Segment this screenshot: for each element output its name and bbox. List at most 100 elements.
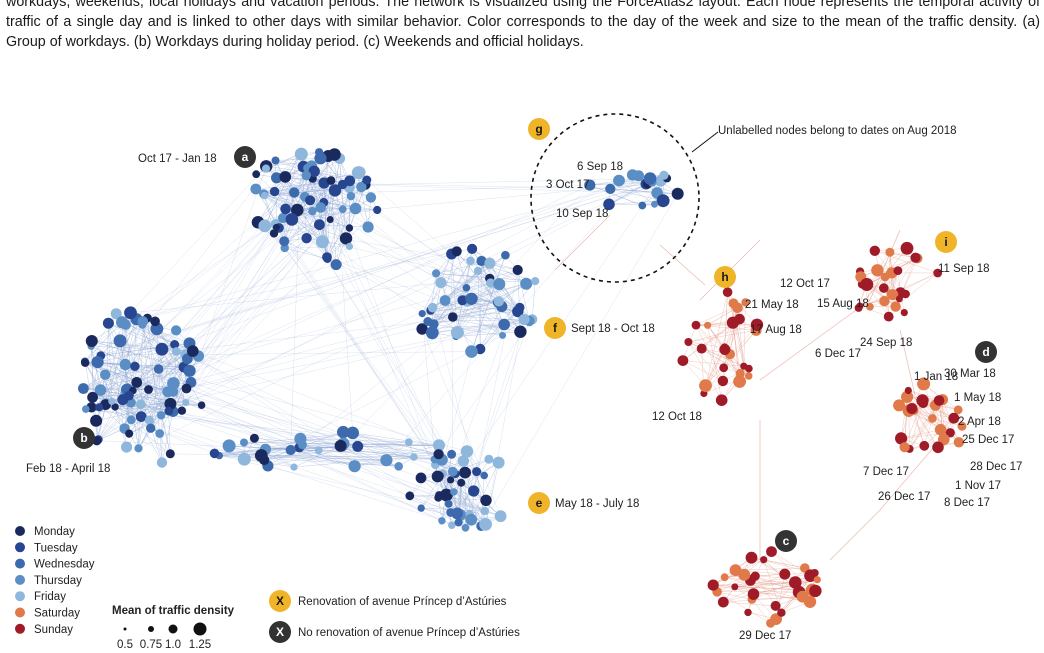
graph-node — [119, 358, 131, 371]
graph-node — [462, 284, 471, 292]
graph-edge — [276, 227, 471, 261]
graph-edge — [149, 420, 422, 509]
graph-node — [699, 379, 712, 392]
graph-edge — [170, 320, 530, 405]
graph-node — [261, 164, 271, 173]
graph-node — [328, 148, 341, 161]
graph-edge — [386, 175, 639, 461]
graph-node — [899, 442, 910, 453]
graph-edge — [96, 183, 647, 441]
graph-node — [326, 216, 334, 223]
graph-node — [280, 203, 291, 215]
graph-node — [337, 425, 350, 439]
legend-day-swatch — [15, 526, 25, 536]
graph-edge — [273, 233, 462, 483]
graph-edge — [312, 211, 328, 259]
graph-edge — [229, 432, 353, 447]
graph-node — [279, 171, 292, 183]
graph-node — [156, 457, 168, 468]
graph-node — [919, 440, 930, 451]
graph-edge — [450, 335, 503, 480]
graph-edge — [150, 428, 466, 528]
date-label: 17 Aug 18 — [750, 324, 802, 336]
graph-edge — [688, 341, 722, 401]
size-legend-dot — [193, 622, 207, 636]
graph-node — [454, 518, 463, 527]
graph-edge — [129, 180, 620, 434]
graph-edge — [433, 323, 503, 336]
date-label: 25 Dec 17 — [962, 434, 1014, 446]
graph-edge — [130, 278, 490, 313]
graph-node — [439, 295, 451, 306]
graph-edge — [695, 324, 725, 350]
graph-edge — [263, 193, 525, 320]
date-label: 24 Sep 18 — [860, 337, 912, 349]
graph-node — [150, 316, 160, 327]
graph-edge — [257, 154, 302, 223]
graph-node — [932, 441, 944, 454]
graph-node — [279, 236, 290, 247]
graph-node — [515, 302, 525, 313]
graph-node — [741, 298, 750, 307]
graph-node — [738, 568, 751, 581]
graph-node — [271, 172, 283, 184]
graph-node — [719, 363, 729, 373]
graph-edge — [190, 166, 267, 383]
graph-edge — [352, 432, 414, 458]
graph-node — [95, 403, 104, 412]
graph-node — [315, 202, 327, 213]
graph-edge — [183, 282, 491, 368]
graph-node — [314, 219, 325, 231]
graph-node — [893, 399, 906, 412]
graph-edge — [914, 410, 954, 419]
graph-edge — [909, 405, 936, 450]
date-label: 6 Dec 17 — [815, 348, 861, 360]
graph-node — [272, 223, 280, 231]
graph-node — [584, 179, 596, 191]
graph-node — [957, 421, 967, 431]
badge-i — [935, 231, 957, 253]
graph-edge — [481, 193, 678, 527]
graph-node — [298, 440, 307, 450]
graph-edge — [471, 255, 506, 352]
graph-node — [362, 221, 374, 233]
graph-edge — [129, 195, 352, 434]
graph-edge — [409, 495, 440, 497]
graph-node — [656, 194, 670, 208]
graph-edge — [284, 246, 350, 249]
graph-node — [928, 414, 937, 423]
graph-edge — [154, 321, 202, 406]
badge-letter: c — [783, 534, 790, 548]
graph-node — [883, 311, 894, 322]
date-label: 28 Dec 17 — [970, 461, 1022, 473]
graph-edge — [436, 273, 520, 308]
graph-node — [137, 316, 149, 327]
graph-edge — [108, 323, 134, 391]
graph-edge — [100, 175, 664, 356]
badge-b — [73, 427, 95, 449]
size-legend-value: 0.5 — [117, 639, 133, 651]
graph-node — [410, 453, 418, 461]
legend-day-label: Thursday — [34, 575, 82, 587]
graph-edge — [160, 415, 171, 454]
graph-node — [315, 235, 329, 249]
graph-edge — [688, 341, 724, 382]
graph-node — [416, 323, 428, 335]
graph-edge — [302, 269, 518, 445]
graph-node — [917, 377, 931, 391]
graph-node — [492, 456, 505, 469]
graph-node — [124, 306, 137, 320]
graph-node — [448, 312, 458, 322]
graph-node — [278, 212, 289, 224]
graph-node — [352, 440, 364, 452]
graph-node — [866, 303, 874, 311]
graph-node — [394, 462, 404, 471]
graph-edge — [263, 172, 360, 195]
graph-node — [906, 403, 918, 414]
graph-node — [111, 403, 119, 411]
graph-node — [603, 198, 615, 211]
graph-edge — [219, 432, 353, 456]
graph-node — [269, 186, 280, 197]
graph-node — [731, 583, 739, 591]
